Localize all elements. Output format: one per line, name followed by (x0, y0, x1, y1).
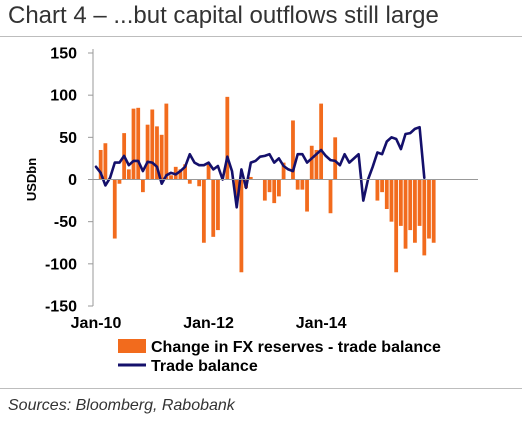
bar (291, 120, 295, 180)
bar (169, 175, 173, 180)
y-tick-label: 100 (50, 88, 77, 105)
chart: 150 100 50 0 -50 -100 -150 USDbn Jan-10 Jan-12 Jan… (24, 46, 478, 375)
bar (309, 145, 314, 180)
x-tick-label: Jan-14 (296, 315, 347, 332)
bar (262, 179, 267, 201)
legend-bar-label: Change in FX reserves - trade balance (151, 339, 441, 356)
bar (272, 179, 277, 204)
bar (398, 179, 403, 226)
bar (183, 164, 188, 180)
y-tick-label: -50 (54, 214, 77, 231)
bar (375, 179, 380, 201)
x-tick-label: Jan-10 (71, 315, 122, 332)
bar (380, 179, 384, 193)
bar (150, 109, 155, 180)
bar (206, 162, 211, 180)
y-tick-label: 0 (68, 172, 77, 189)
bar (248, 176, 253, 180)
bar (225, 96, 230, 180)
bar (239, 179, 244, 273)
bar (103, 143, 108, 180)
legend-bar-swatch (118, 339, 146, 353)
bar (187, 179, 192, 184)
bar (384, 179, 389, 210)
bar (216, 179, 220, 231)
bar (145, 124, 150, 180)
bar (126, 169, 131, 180)
y-tick-label: 150 (50, 46, 77, 63)
bar (98, 149, 103, 180)
bar (333, 137, 338, 180)
footer-divider (0, 388, 522, 389)
bar (427, 179, 431, 239)
y-tick-label: -150 (45, 299, 77, 316)
bar (394, 179, 399, 273)
bar (417, 179, 422, 226)
bar (281, 162, 286, 180)
chart-title: Chart 4 – ...but capital outflows still … (8, 2, 439, 29)
bar (403, 179, 408, 249)
bar (211, 179, 216, 237)
bar (267, 179, 272, 193)
bar (328, 179, 333, 214)
bar (389, 179, 394, 222)
y-tick-label: 50 (59, 130, 77, 147)
bar (277, 179, 281, 197)
y-tick-label: -100 (45, 256, 77, 273)
source-note: Sources: Bloomberg, Rabobank (8, 397, 235, 414)
bar (131, 108, 136, 180)
bar (159, 134, 164, 180)
bar (197, 179, 202, 187)
bar (164, 103, 169, 180)
axes: 150 100 50 0 -50 -100 -150 USDbn Jan-10 Jan-12 Jan… (24, 46, 478, 332)
title-divider (0, 36, 522, 37)
legend: Change in FX reserves - trade balance Tra… (118, 339, 441, 375)
bar (234, 179, 239, 201)
bar (155, 126, 159, 180)
bar-series (98, 96, 436, 273)
bar (136, 107, 141, 180)
trade-balance-line (94, 125, 426, 209)
bar (431, 179, 436, 243)
legend-line-label: Trade balance (151, 358, 258, 375)
bar (295, 179, 300, 190)
bar (141, 179, 145, 193)
bar (408, 179, 413, 231)
bar (178, 169, 183, 180)
bar (305, 179, 309, 212)
bar (413, 179, 417, 243)
bar (112, 179, 117, 239)
x-tick-label: Jan-12 (183, 315, 234, 332)
bar (422, 179, 427, 256)
bar (314, 149, 319, 180)
line-series (94, 125, 426, 209)
bar (201, 179, 206, 243)
bar (319, 103, 324, 180)
bar (117, 179, 122, 184)
y-axis-title: USDbn (24, 158, 39, 201)
bar (300, 179, 305, 190)
